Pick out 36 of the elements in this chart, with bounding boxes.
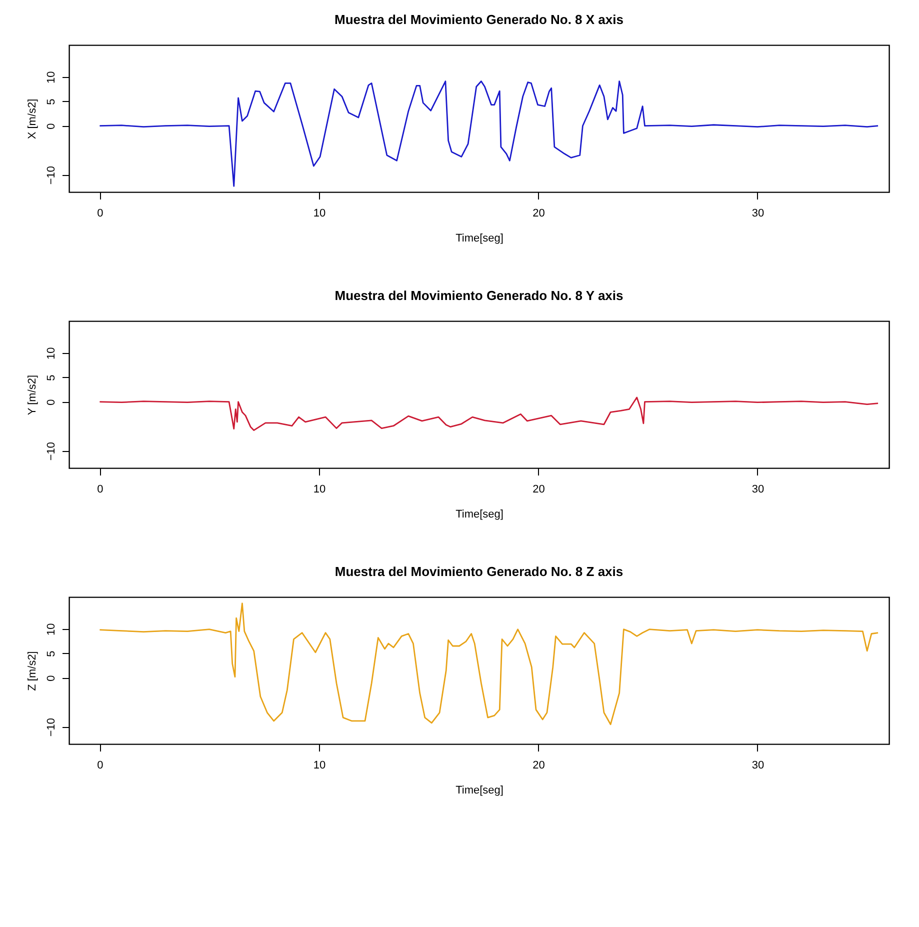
x-tick-label: 30 bbox=[752, 484, 764, 496]
x-tick-label: 10 bbox=[313, 760, 326, 772]
y-tick-label: 10 bbox=[46, 71, 58, 84]
chart-title: Muestra del Movimiento Generado No. 8 Y axis bbox=[334, 288, 624, 303]
y-tick-label: −10 bbox=[46, 442, 58, 461]
chart-title: Muestra del Movimiento Generado No. 8 Z axis bbox=[334, 564, 624, 579]
y-axis-title: X [m/s2] bbox=[26, 98, 38, 140]
y-tick-label: −10 bbox=[46, 718, 58, 737]
line-series bbox=[98, 396, 879, 431]
y-tick-label: 5 bbox=[46, 650, 58, 657]
x-axis-title: Time[seg] bbox=[456, 232, 504, 244]
line-series bbox=[98, 80, 879, 187]
x-axis-title: Time[seg] bbox=[456, 508, 504, 520]
x-tick-label: 10 bbox=[313, 484, 326, 496]
x-tick-label: 20 bbox=[532, 208, 545, 220]
y-tick-label: 5 bbox=[46, 374, 58, 381]
x-tick-label: 0 bbox=[97, 760, 104, 772]
x-tick-label: 0 bbox=[97, 208, 104, 220]
y-axis-title: Z [m/s2] bbox=[26, 651, 38, 691]
y-tick-label: −10 bbox=[46, 166, 58, 185]
x-axis-title: Time[seg] bbox=[456, 784, 504, 796]
x-tick-label: 10 bbox=[313, 208, 326, 220]
x-tick-label: 0 bbox=[97, 484, 104, 496]
x-tick-label: 20 bbox=[532, 484, 545, 496]
x-tick-label: 30 bbox=[752, 760, 764, 772]
y-tick-label: 0 bbox=[46, 675, 58, 682]
y-tick-label: 0 bbox=[46, 123, 58, 130]
y-tick-label: 0 bbox=[46, 399, 58, 406]
y-axis-title: Y [m/s2] bbox=[26, 374, 38, 416]
y-tick-label: 5 bbox=[46, 98, 58, 105]
y-tick-label: 10 bbox=[46, 623, 58, 636]
y-tick-label: 10 bbox=[46, 347, 58, 360]
chart-title: Muestra del Movimiento Generado No. 8 X axis bbox=[334, 12, 624, 27]
x-tick-label: 30 bbox=[752, 208, 764, 220]
line-series bbox=[98, 602, 879, 726]
x-tick-label: 20 bbox=[532, 760, 545, 772]
